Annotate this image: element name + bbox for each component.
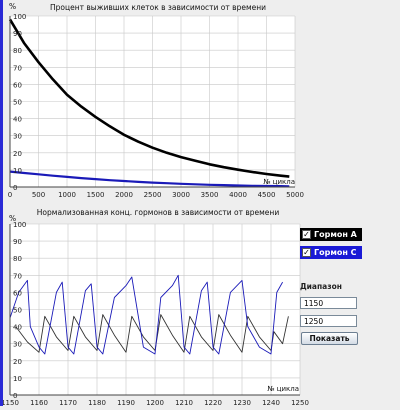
survival-y-tick: 0 bbox=[13, 184, 17, 192]
legend-hormone-a[interactable]: ✓ Гормон A bbox=[300, 228, 362, 241]
hormone-y-tick: 20 bbox=[13, 358, 22, 366]
survival-y-tick: 100 bbox=[13, 13, 26, 21]
range-label: Диапазон bbox=[300, 282, 342, 291]
hormone-x-tick: 1230 bbox=[233, 399, 251, 406]
hormone-y-tick: 40 bbox=[13, 324, 22, 332]
survival-y-tick: 40 bbox=[13, 116, 22, 124]
hormone-x-tick: 1150 bbox=[3, 399, 19, 406]
survival-x-tick: 1000 bbox=[58, 191, 76, 199]
survival-series-line-1 bbox=[8, 18, 290, 178]
hormone-grid bbox=[10, 223, 301, 395]
survival-grid bbox=[10, 15, 296, 187]
survival-x-tick: 500 bbox=[32, 191, 45, 199]
hormone-y-tick: 90 bbox=[13, 238, 22, 246]
hormone-tick-labels: 0 10 20 30 40 50 60 70 80 90 100 1150 1160 1170 1180 11… bbox=[1, 221, 309, 407]
survival-chart: Процент выживших клеток в зависимости от… bbox=[8, 2, 304, 199]
hormone-y-tick: 70 bbox=[13, 272, 22, 280]
hormone-x-tick: 1160 bbox=[30, 399, 48, 406]
hormone-chart: Нормализованная конц. гормонов в зависим… bbox=[1, 208, 309, 407]
hormone-series-line-2 bbox=[9, 274, 283, 355]
hormone-x-tick: 1240 bbox=[262, 399, 280, 406]
survival-y-tick: 80 bbox=[13, 47, 22, 55]
hormone-chart-title: Нормализованная конц. гормонов в зависим… bbox=[37, 208, 280, 217]
survival-series-line-2 bbox=[9, 170, 290, 188]
survival-y-tick: 30 bbox=[13, 133, 22, 141]
hormone-y-unit: % bbox=[9, 214, 16, 223]
survival-x-tick: 2000 bbox=[115, 191, 133, 199]
hormone-x-tick: 1200 bbox=[146, 399, 164, 406]
hormone-y-tick: 0 bbox=[13, 392, 17, 400]
survival-x-tick: 5000 bbox=[286, 191, 304, 199]
survival-y-tick: 90 bbox=[13, 30, 22, 38]
survival-y-tick: 60 bbox=[13, 81, 22, 89]
window-left-border bbox=[0, 0, 3, 406]
survival-chart-title: Процент выживших клеток в зависимости от… bbox=[50, 3, 266, 12]
survival-chart-panel: Процент выживших клеток в зависимости от… bbox=[3, 0, 316, 206]
survival-y-tick: 10 bbox=[13, 167, 22, 175]
show-button[interactable]: Показать bbox=[301, 332, 358, 345]
hormone-x-tick: 1180 bbox=[88, 399, 106, 406]
survival-x-tick: 4500 bbox=[258, 191, 276, 199]
survival-x-tick: 4000 bbox=[229, 191, 247, 199]
survival-y-tick: 50 bbox=[13, 99, 22, 107]
hormone-y-tick: 80 bbox=[13, 255, 22, 263]
hormone-x-tick: 1210 bbox=[175, 399, 193, 406]
survival-x-tick: 1500 bbox=[87, 191, 105, 199]
survival-x-tick: 2500 bbox=[144, 191, 162, 199]
hormone-series bbox=[9, 274, 289, 355]
survival-x-tick: 3000 bbox=[172, 191, 190, 199]
survival-y-tick: 20 bbox=[13, 150, 22, 158]
hormone-y-tick: 10 bbox=[13, 375, 22, 383]
hormone-x-tick: 1220 bbox=[204, 399, 222, 406]
survival-y-unit: % bbox=[9, 2, 16, 11]
hormone-series-line-1 bbox=[15, 314, 289, 353]
hormone-x-tick: 1190 bbox=[117, 399, 135, 406]
hormone-y-tick: 50 bbox=[13, 307, 22, 315]
survival-series bbox=[8, 18, 290, 188]
hormone-chart-panel: Нормализованная конц. гормонов в зависим… bbox=[1, 206, 316, 407]
hormone-a-label: Гормон A bbox=[314, 230, 357, 239]
survival-y-tick: 70 bbox=[13, 64, 22, 72]
hormone-c-checkbox[interactable]: ✓ bbox=[302, 248, 311, 257]
control-panel: ✓ Гормон A ✓ Гормон C Диапазон Показать bbox=[300, 228, 400, 348]
hormone-x-tick: 1250 bbox=[291, 399, 309, 406]
survival-x-unit: № цикла bbox=[263, 178, 295, 186]
range-from-input[interactable] bbox=[300, 297, 357, 309]
hormone-a-checkbox[interactable]: ✓ bbox=[302, 230, 311, 239]
legend-hormone-c[interactable]: ✓ Гормон C bbox=[300, 246, 362, 259]
hormone-x-unit: № цикла bbox=[267, 385, 299, 393]
survival-x-tick: 0 bbox=[8, 191, 12, 199]
hormone-y-tick: 60 bbox=[13, 289, 22, 297]
hormone-y-tick: 30 bbox=[13, 341, 22, 349]
hormone-c-label: Гормон C bbox=[314, 248, 357, 257]
hormone-y-tick: 100 bbox=[13, 221, 26, 229]
survival-x-tick: 3500 bbox=[201, 191, 219, 199]
range-to-input[interactable] bbox=[300, 315, 357, 327]
hormone-x-tick: 1170 bbox=[59, 399, 77, 406]
